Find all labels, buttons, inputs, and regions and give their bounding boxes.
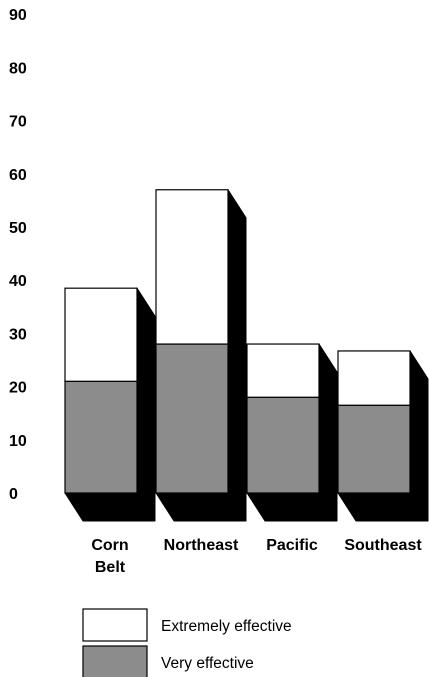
y-tick-label-30: 30 <box>9 326 27 343</box>
category-label-corn-belt: Corn Belt <box>91 537 128 576</box>
bar-segment-extremely-effective-southeast <box>337 350 411 406</box>
bar-segment-extremely-effective-pacific <box>246 343 320 398</box>
y-tick-label-0: 0 <box>9 486 18 503</box>
bar-segment-very-effective-southeast <box>337 404 411 494</box>
bar-group-southeast <box>337 350 429 522</box>
legend-swatch-very-effective <box>82 645 148 677</box>
y-tick-label-80: 80 <box>9 60 27 77</box>
bar-group-corn-belt <box>64 287 156 522</box>
bar-group-pacific <box>246 343 338 522</box>
y-tick-label-90: 90 <box>9 7 27 24</box>
bar-segment-extremely-effective-corn-belt <box>64 287 138 382</box>
y-tick-label-20: 20 <box>9 380 27 397</box>
bar-segment-extremely-effective-northeast <box>155 189 229 345</box>
y-tick-label-70: 70 <box>9 114 27 131</box>
bars <box>64 189 429 522</box>
legend-item-extremely-effective: Extremely effective <box>82 608 292 642</box>
legend-label-extremely-effective: Extremely effective <box>161 618 292 635</box>
legend-item-very-effective: Very effective <box>82 645 254 677</box>
y-axis: 0 10 20 30 40 50 60 70 80 90 <box>9 7 27 503</box>
category-labels: Corn Belt Northeast Pacific Southeast <box>91 537 422 576</box>
bar-segment-very-effective-corn-belt <box>64 380 138 494</box>
category-label-northeast: Northeast <box>164 537 239 554</box>
y-tick-label-60: 60 <box>9 167 27 184</box>
bar-group-northeast <box>155 189 247 522</box>
bar-segment-very-effective-northeast <box>155 343 229 494</box>
legend: Extremely effective Very effective <box>82 608 292 677</box>
legend-swatch-extremely-effective <box>82 608 148 642</box>
category-label-southeast: Southeast <box>344 537 422 554</box>
legend-label-very-effective: Very effective <box>161 655 254 672</box>
bar-segment-very-effective-pacific <box>246 396 320 494</box>
category-label-pacific: Pacific <box>266 537 318 554</box>
y-tick-label-40: 40 <box>9 273 27 290</box>
y-tick-label-50: 50 <box>9 220 27 237</box>
y-tick-label-10: 10 <box>9 433 27 450</box>
